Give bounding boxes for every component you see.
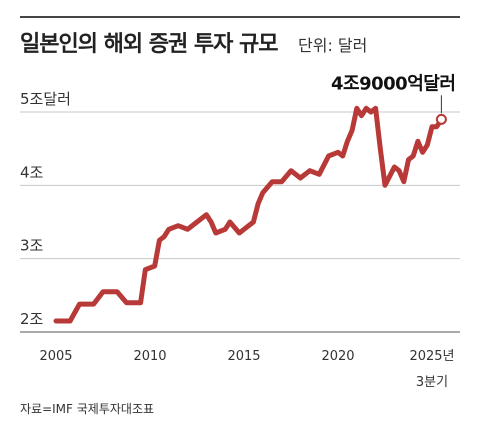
y-tick-label-5: 5조달러 (20, 90, 71, 108)
x-tick-label-2025: 2025년 (409, 349, 454, 364)
x-tick-label-2005: 2005 (39, 349, 72, 364)
series-line (53, 105, 444, 324)
x-tick-label-2010: 2010 (133, 349, 166, 364)
x-tick-label-2015: 2015 (227, 349, 260, 364)
source-note: 자료=IMF 국제투자대조표 (20, 402, 155, 416)
y-tick-label-4: 4조 (20, 163, 44, 181)
y-tick-label-3: 3조 (20, 237, 44, 255)
top-rule (20, 16, 460, 18)
y-tick-label-2: 2조 (20, 310, 44, 328)
x-tick-sublabel: 3분기 (416, 375, 448, 390)
x-tick-label-2020: 2020 (321, 349, 354, 364)
unit-label: 단위: 달러 (298, 36, 368, 55)
endpoint-marker (435, 113, 447, 125)
chart-title: 일본인의 해외 증권 투자 규모 (20, 32, 279, 57)
annotation-label: 4조9000억달러 (331, 73, 455, 94)
